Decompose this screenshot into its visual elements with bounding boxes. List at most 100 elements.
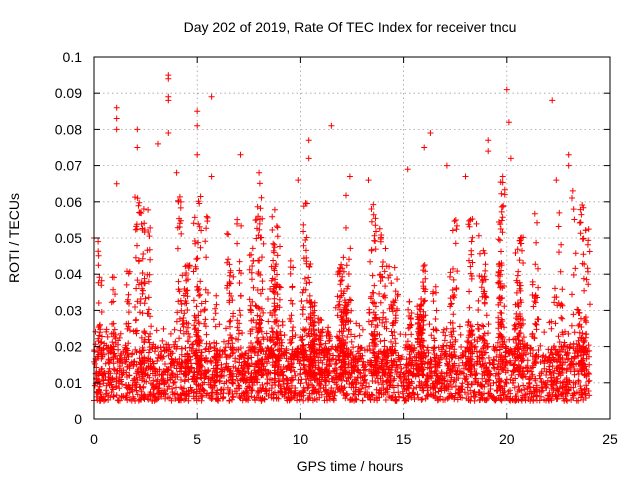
- data-point: [483, 378, 490, 385]
- data-point: [326, 331, 332, 338]
- data-point: [136, 372, 143, 378]
- data-point: [571, 216, 578, 223]
- data-point: [244, 355, 251, 362]
- data-point: [465, 318, 472, 325]
- data-point: [382, 370, 389, 377]
- data-point: [202, 298, 209, 305]
- data-point: [300, 221, 307, 228]
- data-point: [428, 358, 435, 365]
- data-point: [214, 359, 221, 366]
- data-point: [141, 378, 148, 385]
- data-point: [137, 309, 143, 316]
- data-point: [142, 280, 148, 287]
- data-point: [188, 348, 195, 354]
- data-point: [113, 384, 120, 391]
- data-point: [416, 378, 423, 385]
- data-point: [443, 325, 450, 332]
- data-point: [134, 226, 140, 233]
- data-point: [484, 340, 491, 347]
- data-point: [552, 320, 559, 327]
- data-point: [420, 355, 427, 361]
- data-point: [177, 198, 184, 205]
- data-point: [451, 218, 458, 225]
- data-point: [343, 315, 350, 322]
- data-point: [303, 247, 309, 254]
- data-point: [271, 369, 278, 376]
- data-point: [268, 263, 275, 270]
- data-point: [110, 354, 117, 360]
- data-point: [580, 275, 587, 282]
- data-point: [257, 313, 264, 320]
- data-point: [334, 334, 341, 341]
- data-point: [302, 369, 309, 376]
- data-point: [297, 380, 304, 387]
- data-point: [565, 151, 572, 158]
- data-point: [340, 358, 347, 365]
- data-point: [125, 291, 132, 298]
- data-point: [373, 228, 379, 235]
- data-point: [575, 371, 582, 377]
- data-point: [585, 378, 592, 385]
- data-point: [147, 356, 154, 363]
- data-point: [394, 364, 401, 371]
- data-point: [366, 392, 373, 399]
- data-point: [134, 195, 141, 202]
- data-point: [211, 377, 218, 384]
- data-point: [466, 288, 473, 295]
- data-point: [284, 380, 291, 387]
- data-point: [391, 375, 398, 382]
- data-point: [295, 177, 302, 184]
- data-point: [427, 391, 434, 398]
- data-point: [440, 326, 447, 333]
- data-point: [389, 394, 396, 401]
- data-point: [359, 397, 366, 404]
- data-point: [436, 376, 442, 383]
- data-point: [223, 325, 229, 332]
- data-point: [98, 282, 105, 289]
- data-point: [133, 349, 140, 356]
- data-point: [230, 273, 237, 280]
- data-point: [272, 362, 279, 369]
- data-point: [295, 377, 302, 383]
- data-point: [133, 361, 140, 368]
- data-point: [558, 301, 565, 308]
- data-point: [383, 378, 390, 385]
- data-point: [416, 325, 423, 332]
- data-point: [113, 126, 120, 133]
- data-point: [498, 248, 504, 255]
- data-point: [97, 397, 104, 404]
- data-point: [579, 330, 586, 337]
- data-point: [323, 377, 330, 384]
- data-point: [180, 330, 187, 337]
- data-point: [303, 260, 310, 267]
- data-point: [197, 244, 204, 251]
- data-point: [515, 383, 522, 390]
- data-point: [226, 297, 233, 304]
- data-point: [317, 341, 323, 348]
- data-point: [505, 349, 512, 356]
- data-point: [376, 290, 383, 297]
- data-point: [255, 339, 262, 346]
- data-point: [190, 373, 197, 380]
- data-point: [577, 385, 584, 392]
- data-point: [134, 298, 141, 305]
- data-point: [474, 338, 481, 345]
- data-point: [386, 263, 393, 270]
- data-point: [526, 390, 533, 397]
- data-point: [495, 325, 502, 332]
- data-point: [288, 388, 295, 395]
- data-point: [303, 368, 310, 375]
- data-point: [535, 265, 541, 272]
- data-point: [228, 334, 235, 341]
- data-point: [495, 334, 502, 341]
- data-point: [538, 378, 545, 385]
- data-point: [358, 385, 365, 392]
- data-point: [405, 306, 412, 313]
- data-point: [272, 312, 278, 318]
- data-point: [228, 293, 235, 299]
- data-point: [197, 308, 204, 315]
- data-point: [138, 221, 145, 227]
- data-point: [464, 384, 471, 391]
- data-point: [243, 388, 250, 395]
- data-point: [168, 372, 175, 379]
